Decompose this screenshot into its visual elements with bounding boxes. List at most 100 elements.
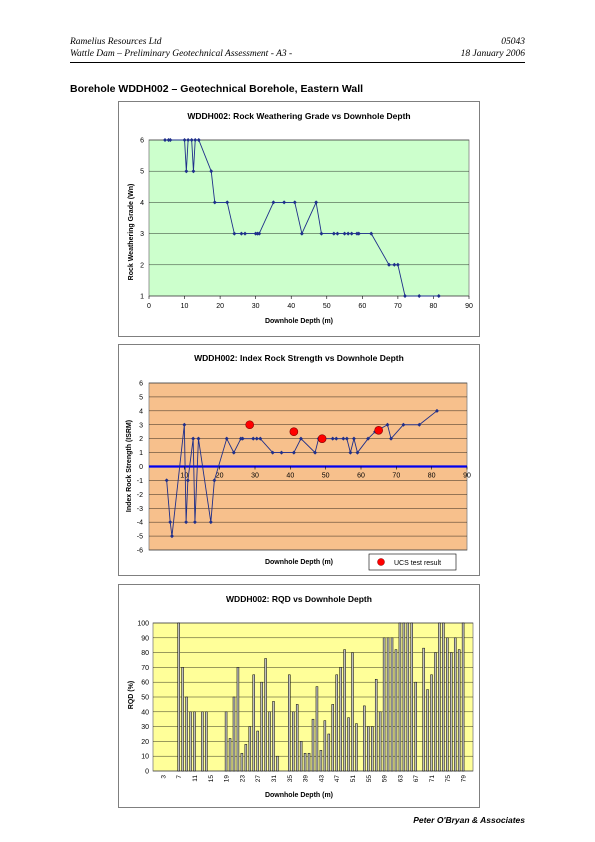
y-axis-label: RQD (%) xyxy=(128,681,135,709)
data-point xyxy=(258,436,263,441)
data-point xyxy=(191,436,196,441)
data-point xyxy=(314,200,319,205)
rqd-bar xyxy=(430,674,433,772)
rqd-bar xyxy=(355,723,358,772)
rqd-bar xyxy=(363,705,366,772)
data-point xyxy=(335,231,340,236)
strength-chart: WDDH002: Index Rock Strength vs Downhole… xyxy=(126,353,471,571)
rqd-bar xyxy=(371,726,374,772)
rqd-bar xyxy=(410,622,414,772)
data-point xyxy=(239,231,244,236)
rqd-bar xyxy=(374,678,378,772)
rqd-bar xyxy=(244,744,248,772)
data-point xyxy=(366,436,371,441)
x-tick-label: 20 xyxy=(216,473,224,480)
data-point xyxy=(292,200,297,205)
x-tick-label: 50 xyxy=(323,303,331,310)
rqd-bar xyxy=(351,652,354,772)
y-tick-label: 0 xyxy=(139,464,143,471)
document-header-left: Ramelius Resources Ltd Wattle Dam – Prel… xyxy=(70,36,292,60)
y-tick-label: 5 xyxy=(139,394,143,401)
y-tick-label: 60 xyxy=(141,680,149,687)
data-point xyxy=(257,231,262,236)
y-axis-label: Rock Weathering Grade (Wn) xyxy=(128,184,135,281)
x-tick-label: 60 xyxy=(357,473,365,480)
x-tick-label: 39 xyxy=(303,775,310,783)
rqd-bar xyxy=(386,637,390,772)
data-point xyxy=(342,231,347,236)
rqd-bar xyxy=(276,755,279,772)
x-tick-label: 40 xyxy=(287,303,295,310)
ucs-marker xyxy=(317,434,327,443)
rqd-bar xyxy=(181,667,184,772)
x-tick-label: 67 xyxy=(413,775,420,783)
chart-title: WDDH002: Rock Weathering Grade vs Downho… xyxy=(187,111,410,121)
rqd-chart: WDDH002: RQD vs Downhole Depth Downhole … xyxy=(128,594,474,799)
data-point xyxy=(212,200,217,205)
y-tick-label: 2 xyxy=(139,436,143,443)
x-tick-label: 80 xyxy=(428,473,436,480)
rqd-bar xyxy=(414,681,417,772)
y-axis-label: Index Rock Strength (ISRM) xyxy=(126,420,133,512)
rqd-bar xyxy=(319,750,323,772)
y-tick-label: 5 xyxy=(140,169,144,176)
data-point xyxy=(225,200,230,205)
rqd-bar xyxy=(331,704,334,772)
rqd-bar xyxy=(232,696,236,772)
data-point xyxy=(182,138,187,142)
legend: UCS test result xyxy=(368,553,457,571)
rqd-bar xyxy=(323,720,327,772)
rqd-bar xyxy=(315,686,319,772)
rqd-bar xyxy=(185,696,188,772)
y-tick-label: 100 xyxy=(137,621,149,628)
ucs-marker xyxy=(374,426,383,435)
data-point xyxy=(240,436,245,441)
data-point xyxy=(330,436,335,441)
data-point xyxy=(348,450,353,455)
data-point xyxy=(196,436,201,441)
rqd-bar xyxy=(335,674,338,772)
data-point xyxy=(313,450,318,455)
rqd-bar xyxy=(343,649,346,772)
x-tick-label: 7 xyxy=(176,775,183,779)
rqd-bar xyxy=(311,718,315,772)
report-title: Wattle Dam – Preliminary Geotechnical As… xyxy=(70,49,293,59)
legend-ucs-marker xyxy=(377,558,385,566)
data-point xyxy=(184,520,189,525)
rqd-bar xyxy=(177,622,180,772)
rqd-bar xyxy=(295,704,299,772)
rqd-bar xyxy=(438,622,441,772)
data-point xyxy=(231,450,236,455)
x-tick-label: 71 xyxy=(429,775,436,783)
data-point xyxy=(168,520,173,525)
weathering-chart: WDDH002: Rock Weathering Grade vs Downho… xyxy=(128,111,473,325)
rqd-bar xyxy=(434,652,437,772)
x-tick-label: 0 xyxy=(147,303,151,310)
ucs-marker xyxy=(245,420,254,430)
rqd-bar xyxy=(453,637,457,772)
rqd-bar xyxy=(260,681,263,772)
x-axis-label: Downhole Depth (m) xyxy=(265,318,333,325)
y-tick-label: 1 xyxy=(140,294,144,301)
rqd-bar xyxy=(398,622,402,772)
y-tick-label: 2 xyxy=(140,262,144,269)
rqd-bar xyxy=(307,752,311,772)
data-point xyxy=(369,231,374,236)
rqd-bar xyxy=(442,622,445,772)
data-point xyxy=(436,294,441,298)
x-tick-label: 59 xyxy=(382,775,389,783)
rqd-bar xyxy=(264,658,267,772)
x-tick-label: 55 xyxy=(366,775,373,783)
y-tick-label: 20 xyxy=(141,739,149,746)
document-header-right: 05043 18 January 2006 xyxy=(461,36,525,60)
x-tick-label: 80 xyxy=(430,303,438,310)
data-point xyxy=(193,138,198,142)
data-point xyxy=(385,422,390,427)
rqd-bar xyxy=(201,711,204,772)
y-tick-label: 90 xyxy=(141,635,149,642)
data-point xyxy=(224,436,229,441)
rqd-bar xyxy=(303,752,307,772)
x-tick-label: 75 xyxy=(445,775,452,783)
chart-title: WDDH002: RQD vs Downhole Depth xyxy=(226,594,372,604)
data-point xyxy=(341,436,346,441)
